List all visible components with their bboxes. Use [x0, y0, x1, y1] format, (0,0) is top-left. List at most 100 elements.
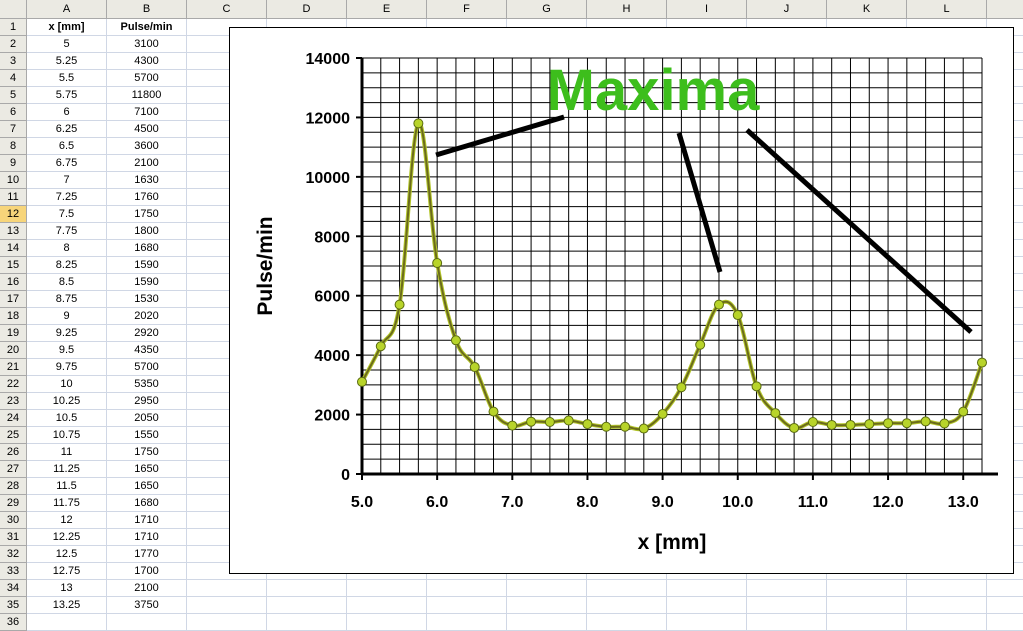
row-header[interactable]: 2: [0, 36, 27, 53]
row-header[interactable]: 33: [0, 563, 27, 580]
row-header[interactable]: 19: [0, 325, 27, 342]
sheet-cell[interactable]: [747, 597, 827, 614]
sheet-cell[interactable]: [347, 614, 427, 631]
column-header-k[interactable]: K: [827, 0, 907, 19]
sheet-cell[interactable]: [347, 597, 427, 614]
row-header[interactable]: 23: [0, 393, 27, 410]
sheet-cell[interactable]: [987, 563, 1023, 580]
sheet-cell[interactable]: 5.5: [27, 70, 107, 87]
row-header[interactable]: 11: [0, 189, 27, 206]
sheet-cell[interactable]: 9.75: [27, 359, 107, 376]
sheet-cell[interactable]: 11: [27, 444, 107, 461]
sheet-cell[interactable]: 6.5: [27, 138, 107, 155]
sheet-cell[interactable]: 2100: [107, 155, 187, 172]
sheet-cell[interactable]: 4500: [107, 121, 187, 138]
row-header[interactable]: 15: [0, 257, 27, 274]
row-header[interactable]: 14: [0, 240, 27, 257]
sheet-cell[interactable]: 1550: [107, 427, 187, 444]
column-header-j[interactable]: J: [747, 0, 827, 19]
sheet-cell[interactable]: [987, 614, 1023, 631]
sheet-cell[interactable]: 1650: [107, 461, 187, 478]
sheet-cell[interactable]: 7: [27, 172, 107, 189]
sheet-cell[interactable]: [347, 580, 427, 597]
sheet-cell[interactable]: 5700: [107, 359, 187, 376]
sheet-cell[interactable]: 10.75: [27, 427, 107, 444]
row-header[interactable]: 18: [0, 308, 27, 325]
sheet-cell[interactable]: [747, 614, 827, 631]
sheet-cell[interactable]: [427, 597, 507, 614]
sheet-cell[interactable]: 7.5: [27, 206, 107, 223]
sheet-cell[interactable]: [587, 597, 667, 614]
sheet-cell[interactable]: 13.25: [27, 597, 107, 614]
sheet-cell[interactable]: 1680: [107, 240, 187, 257]
row-header[interactable]: 29: [0, 495, 27, 512]
sheet-cell[interactable]: 1710: [107, 529, 187, 546]
sheet-cell[interactable]: [667, 597, 747, 614]
sheet-cell[interactable]: 8.25: [27, 257, 107, 274]
sheet-cell[interactable]: [187, 597, 267, 614]
sheet-cell[interactable]: 11800: [107, 87, 187, 104]
sheet-cell[interactable]: 1530: [107, 291, 187, 308]
sheet-cell[interactable]: 10.25: [27, 393, 107, 410]
sheet-cell[interactable]: 3750: [107, 597, 187, 614]
sheet-cell[interactable]: 3600: [107, 138, 187, 155]
column-header-a[interactable]: A: [27, 0, 107, 19]
sheet-cell[interactable]: 9.25: [27, 325, 107, 342]
sheet-cell[interactable]: 6.25: [27, 121, 107, 138]
column-header-f[interactable]: F: [427, 0, 507, 19]
sheet-cell[interactable]: 1760: [107, 189, 187, 206]
row-header[interactable]: 28: [0, 478, 27, 495]
sheet-cell[interactable]: [507, 614, 587, 631]
sheet-cell[interactable]: [587, 580, 667, 597]
sheet-cell[interactable]: [827, 597, 907, 614]
column-header-e[interactable]: E: [347, 0, 427, 19]
sheet-cell[interactable]: 9.5: [27, 342, 107, 359]
row-header[interactable]: 17: [0, 291, 27, 308]
row-header[interactable]: 3: [0, 53, 27, 70]
row-header[interactable]: 1: [0, 19, 27, 36]
sheet-cell[interactable]: 1750: [107, 444, 187, 461]
sheet-cell[interactable]: 5: [27, 36, 107, 53]
sheet-cell[interactable]: [987, 580, 1023, 597]
sheet-cell[interactable]: 10: [27, 376, 107, 393]
row-header[interactable]: 26: [0, 444, 27, 461]
sheet-cell[interactable]: 2020: [107, 308, 187, 325]
sheet-cell[interactable]: 2050: [107, 410, 187, 427]
sheet-cell[interactable]: [827, 580, 907, 597]
sheet-cell[interactable]: 5.75: [27, 87, 107, 104]
sheet-cell[interactable]: [27, 614, 107, 631]
select-all-corner[interactable]: [0, 0, 27, 19]
sheet-cell[interactable]: 2920: [107, 325, 187, 342]
column-header-g[interactable]: G: [507, 0, 587, 19]
sheet-cell[interactable]: [987, 597, 1023, 614]
sheet-cell[interactable]: [267, 580, 347, 597]
row-header[interactable]: 4: [0, 70, 27, 87]
sheet-cell[interactable]: 12.75: [27, 563, 107, 580]
sheet-cell[interactable]: [187, 614, 267, 631]
sheet-cell[interactable]: 6: [27, 104, 107, 121]
sheet-cell[interactable]: 5350: [107, 376, 187, 393]
sheet-cell[interactable]: 4300: [107, 53, 187, 70]
sheet-cell[interactable]: 11.75: [27, 495, 107, 512]
sheet-cell[interactable]: 1590: [107, 274, 187, 291]
sheet-cell[interactable]: [907, 597, 987, 614]
column-header-c[interactable]: C: [187, 0, 267, 19]
sheet-cell[interactable]: 1650: [107, 478, 187, 495]
sheet-cell[interactable]: 1680: [107, 495, 187, 512]
sheet-cell[interactable]: 10.5: [27, 410, 107, 427]
row-header[interactable]: 36: [0, 614, 27, 631]
row-header[interactable]: 7: [0, 121, 27, 138]
row-header[interactable]: 25: [0, 427, 27, 444]
row-header[interactable]: 30: [0, 512, 27, 529]
row-header[interactable]: 13: [0, 223, 27, 240]
sheet-cell[interactable]: 2100: [107, 580, 187, 597]
sheet-cell[interactable]: 1800: [107, 223, 187, 240]
sheet-cell[interactable]: 3100: [107, 36, 187, 53]
sheet-cell[interactable]: 1750: [107, 206, 187, 223]
sheet-cell[interactable]: 5.25: [27, 53, 107, 70]
row-header[interactable]: 32: [0, 546, 27, 563]
row-header[interactable]: 27: [0, 461, 27, 478]
sheet-cell[interactable]: [667, 580, 747, 597]
sheet-cell[interactable]: 1590: [107, 257, 187, 274]
sheet-cell[interactable]: Pulse/min: [107, 19, 187, 36]
